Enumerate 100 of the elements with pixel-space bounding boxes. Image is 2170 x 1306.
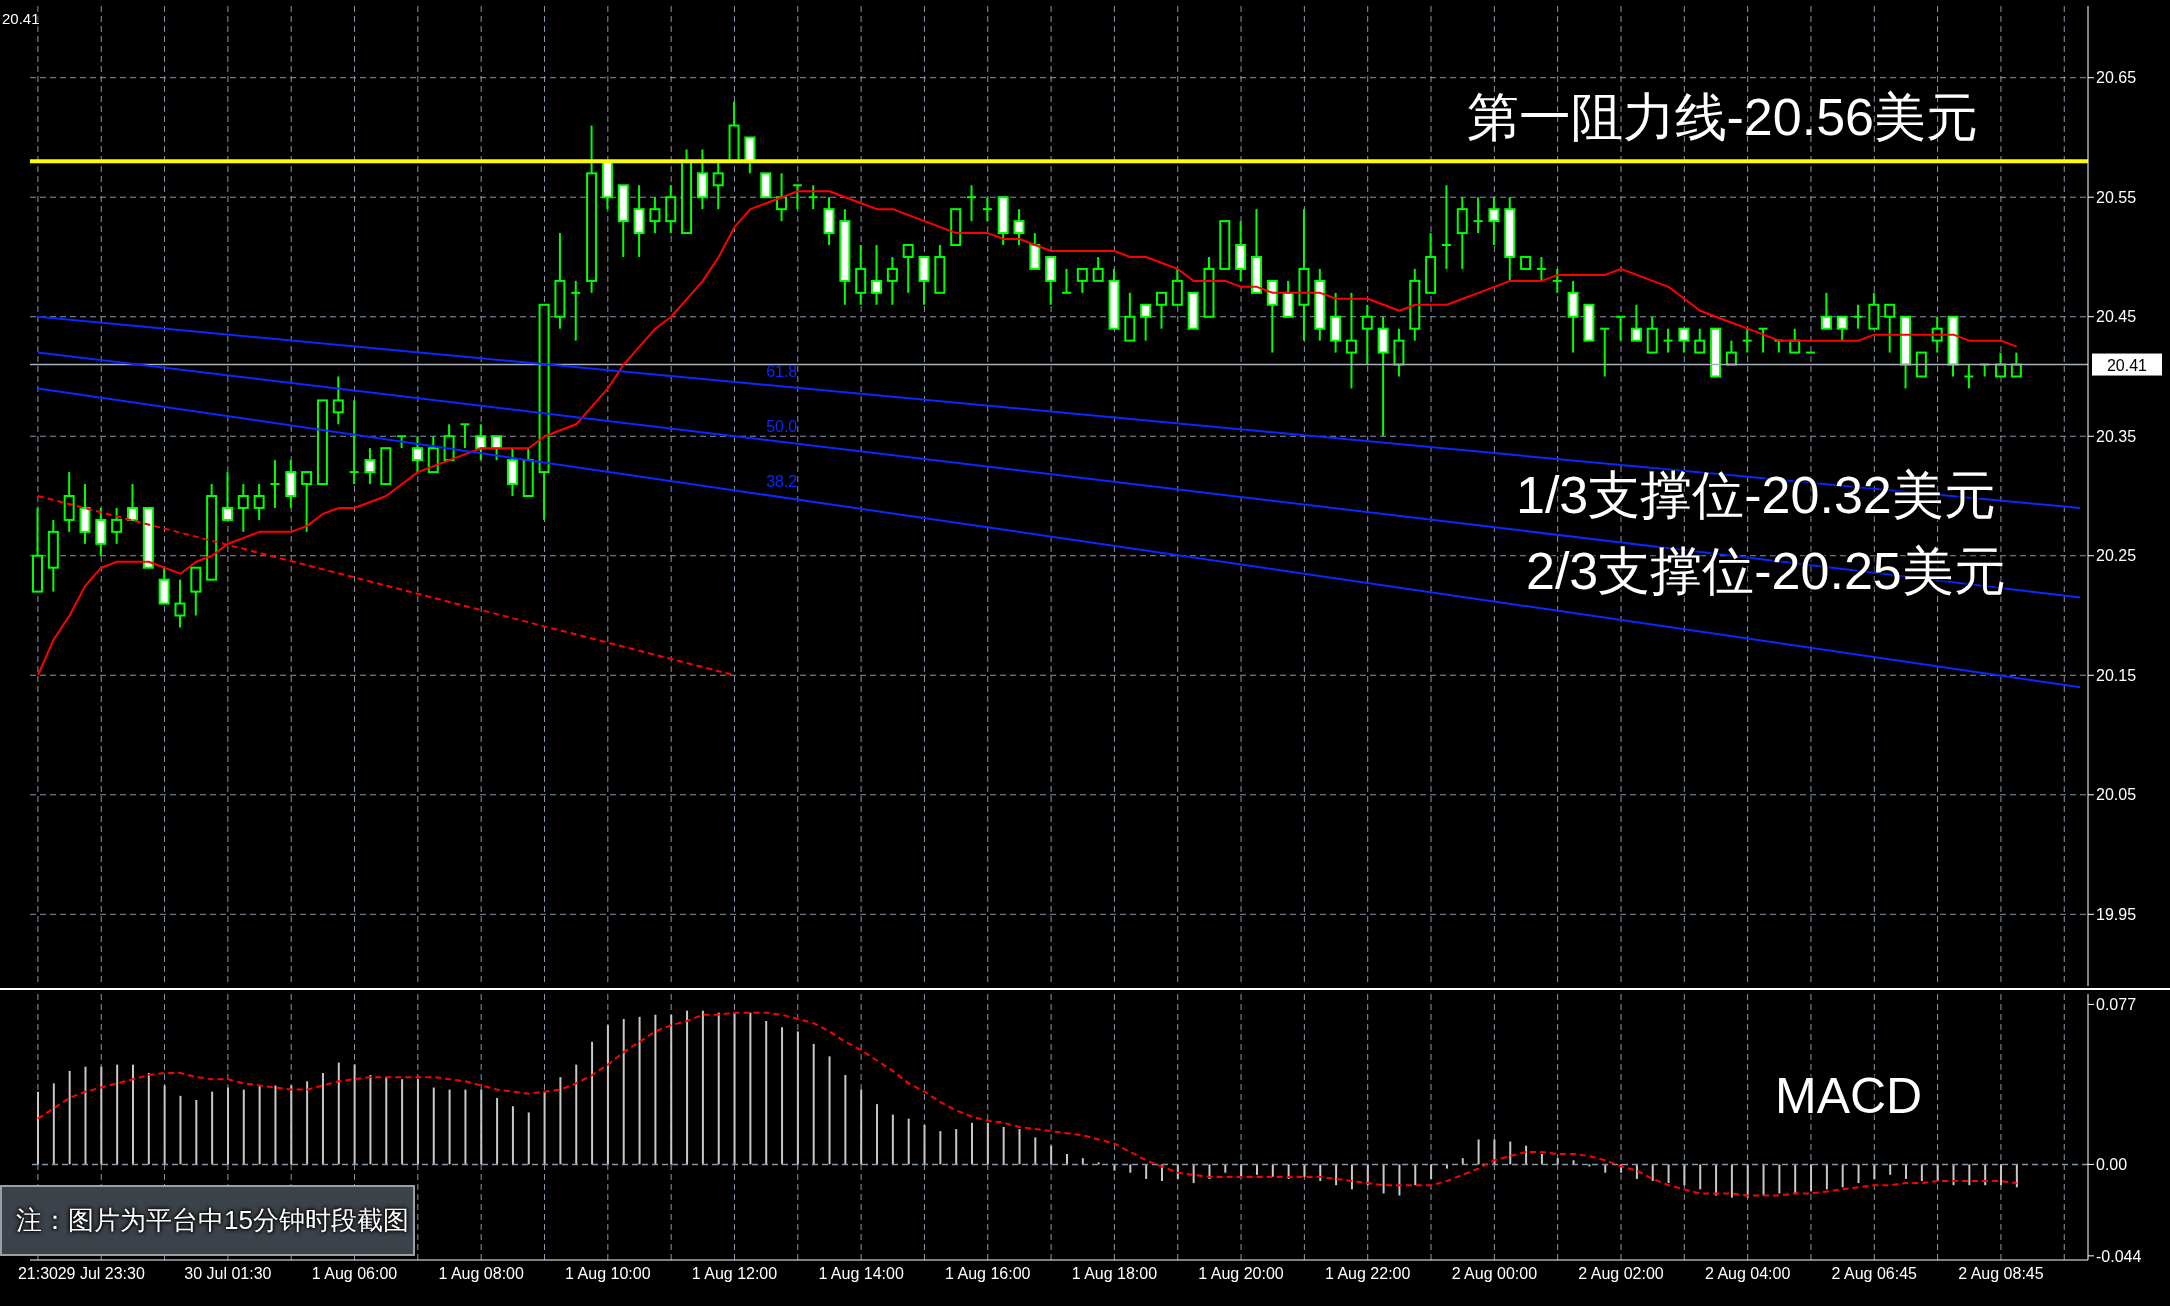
bar <box>353 1064 356 1165</box>
bar <box>1018 1129 1021 1165</box>
x-tick-label: 29 Jul 23:30 <box>57 1265 145 1283</box>
bar <box>1635 1164 1638 1179</box>
candlestick <box>301 471 313 533</box>
bar <box>733 1012 736 1165</box>
candlestick <box>1124 291 1136 342</box>
bar <box>1350 1164 1353 1190</box>
bar <box>1936 1164 1939 1182</box>
candlestick <box>1345 291 1357 390</box>
bar <box>37 1091 39 1165</box>
bar <box>1129 1164 1132 1173</box>
bar <box>622 1018 625 1165</box>
bar <box>274 1085 277 1165</box>
bar <box>195 1099 198 1165</box>
bar <box>1493 1139 1496 1165</box>
bar <box>717 1012 720 1165</box>
bar <box>337 1062 340 1165</box>
candlestick <box>411 435 423 474</box>
x-tick-label: 21:30 <box>17 1265 59 1283</box>
candlestick <box>1963 363 1975 390</box>
candlestick <box>506 447 518 497</box>
candlestick <box>63 471 75 533</box>
candlestick <box>1551 267 1563 294</box>
candlestick <box>1884 303 1896 354</box>
bar <box>971 1122 974 1165</box>
candlestick <box>807 184 819 211</box>
candlestick <box>871 244 883 306</box>
bar <box>116 1064 119 1165</box>
x-tick-label: 1 Aug 22:00 <box>1324 1265 1411 1283</box>
series-label: 61.8 <box>766 362 798 380</box>
x-tick-label: 1 Aug 06:00 <box>311 1265 398 1283</box>
bar <box>226 1087 229 1165</box>
candlestick <box>158 566 170 605</box>
candlestick <box>269 459 281 509</box>
bar <box>1873 1164 1876 1179</box>
candlestick <box>776 172 788 223</box>
bar <box>1509 1141 1512 1165</box>
candlestick <box>475 423 487 462</box>
x-tick-label: 1 Aug 20:00 <box>1198 1265 1284 1283</box>
bar <box>480 1089 483 1165</box>
bar <box>765 1021 768 1165</box>
bar <box>147 1072 150 1165</box>
candlestick <box>966 184 978 223</box>
bar <box>638 1016 641 1165</box>
bar <box>1920 1164 1923 1182</box>
bar <box>1794 1164 1797 1194</box>
bar <box>876 1104 879 1165</box>
bar <box>1192 1164 1195 1184</box>
bar <box>1034 1137 1037 1165</box>
annotation: 20.41 <box>2 10 40 28</box>
bar <box>1240 1164 1243 1177</box>
bar <box>416 1079 419 1165</box>
candlestick <box>221 471 233 521</box>
candlestick <box>1852 303 1864 330</box>
bar <box>1778 1164 1781 1194</box>
bar <box>1335 1164 1338 1186</box>
bar <box>242 1089 245 1165</box>
bar <box>796 1031 799 1165</box>
bar <box>606 1025 609 1165</box>
x-tick-label: 1 Aug 08:00 <box>438 1265 524 1283</box>
bar <box>2000 1164 2003 1186</box>
bar <box>939 1131 942 1165</box>
x-tick-label: 2 Aug 02:00 <box>1578 1265 1664 1283</box>
candlestick <box>1868 291 1880 330</box>
bar <box>1145 1164 1148 1179</box>
candlestick <box>1630 303 1642 342</box>
candlestick <box>364 447 376 486</box>
bar <box>1461 1158 1464 1165</box>
bar <box>781 1027 784 1165</box>
candlestick <box>855 244 867 306</box>
candlestick <box>1615 315 1627 342</box>
y-tick-label: -0.044 <box>2096 1247 2142 1265</box>
bar <box>179 1095 182 1165</box>
series-label: 38.2 <box>766 472 798 490</box>
bar <box>1889 1164 1892 1175</box>
x-tick-label: 2 Aug 08:45 <box>1958 1265 2044 1283</box>
candlestick <box>1076 267 1088 294</box>
candlestick <box>1235 220 1247 282</box>
candlestick <box>1171 267 1183 306</box>
candlestick <box>79 483 91 545</box>
candlestick <box>823 196 835 247</box>
candlestick <box>1029 232 1041 270</box>
bar <box>1810 1164 1813 1192</box>
bar <box>1002 1127 1005 1165</box>
bar <box>1588 1164 1591 1167</box>
bar <box>860 1089 863 1165</box>
candlestick <box>126 483 138 521</box>
bar <box>1905 1164 1908 1179</box>
candlestick <box>570 279 582 342</box>
bar <box>686 1010 689 1165</box>
line-series <box>36 190 2018 677</box>
bar <box>464 1089 467 1165</box>
candlestick <box>1599 327 1611 378</box>
bar <box>844 1075 847 1165</box>
candlestick <box>1155 291 1167 330</box>
bar <box>1746 1164 1749 1198</box>
candlestick <box>886 255 898 306</box>
x-tick-label: 1 Aug 12:00 <box>691 1265 778 1283</box>
bar <box>1683 1164 1686 1186</box>
